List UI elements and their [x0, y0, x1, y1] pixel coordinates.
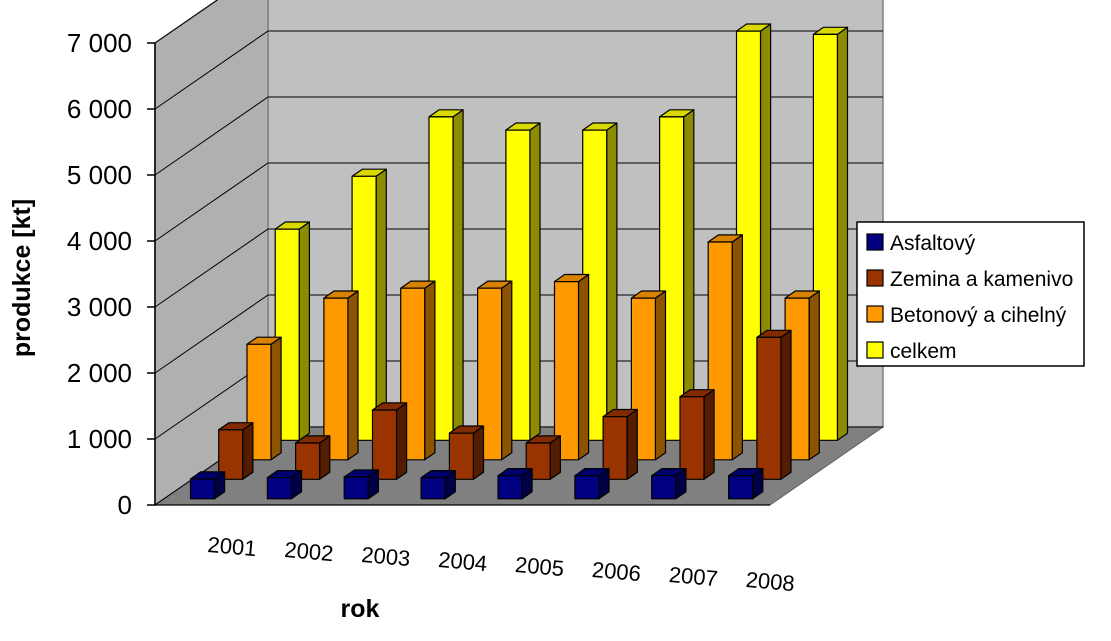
bar: [602, 408, 638, 480]
x-tick-label: 2005: [514, 552, 565, 581]
bar: [189, 471, 226, 500]
bar-front: [343, 476, 369, 500]
legend-label: Asfaltový: [890, 232, 976, 255]
y-tick-label: 1 000: [67, 424, 132, 454]
x-axis-title: rok: [341, 595, 380, 623]
bar: [727, 468, 764, 500]
bar-side: [606, 122, 618, 441]
bar: [651, 468, 687, 500]
bar-front: [679, 396, 705, 480]
bar: [420, 470, 456, 500]
x-tick-label: 2006: [591, 557, 642, 586]
gridline: [154, 30, 883, 110]
gridline: [154, 96, 883, 176]
bar-side: [270, 336, 282, 461]
x-tick-label: 2007: [668, 562, 719, 591]
bar-side: [808, 290, 820, 461]
bar-front: [651, 475, 677, 500]
bar-side: [529, 122, 541, 441]
bar: [497, 468, 533, 500]
legend: Asfaltový Zemina a kamenivo Betonový a cih…: [856, 221, 1085, 367]
bar-front: [266, 477, 292, 500]
bar: [323, 290, 359, 461]
legend-swatch: [866, 269, 884, 287]
legend-swatch: [866, 305, 884, 323]
bar-front: [189, 478, 216, 500]
x-tick-label: 2004: [437, 547, 488, 576]
bar-front: [218, 429, 244, 480]
x-tick-label: 2003: [360, 542, 411, 571]
y-axis-title: produkce [kt]: [8, 199, 36, 357]
bar-front: [727, 475, 754, 500]
bar-front: [448, 432, 474, 480]
y-tick-label: 6 000: [67, 94, 132, 124]
bar-side: [347, 290, 359, 461]
bar-front: [497, 475, 523, 500]
legend-label: Zemina a kamenivo: [890, 268, 1073, 291]
bar-side: [654, 290, 667, 461]
y-tick-label: 4 000: [67, 226, 132, 256]
y-tick-label: 7 000: [67, 28, 132, 58]
bar-front: [756, 336, 782, 480]
bar: [553, 273, 590, 461]
bar-side: [395, 402, 408, 480]
bar-front: [323, 297, 349, 461]
bar-side: [836, 26, 849, 441]
x-axis-ticks: 2001 2002 2003 2004 2005 2006 2007 2008: [155, 504, 796, 596]
bar: [266, 470, 303, 500]
bar-front: [602, 416, 628, 480]
bar: [525, 435, 562, 480]
bar-side: [780, 329, 792, 480]
bars: [189, 23, 849, 500]
bar-front: [477, 287, 503, 461]
gridline: [154, 0, 219, 44]
bar: [448, 425, 485, 480]
bar: [295, 435, 331, 480]
bar-front: [420, 477, 446, 500]
bar: [574, 468, 610, 500]
bar: [343, 469, 379, 500]
bar-side: [501, 280, 513, 461]
bar-side: [375, 168, 387, 441]
y-tick-label: 3 000: [67, 292, 132, 322]
bar-side: [703, 389, 715, 480]
y-tick-label: 2 000: [67, 358, 132, 388]
bar-front: [371, 409, 398, 480]
bar-front: [574, 475, 600, 500]
y-axis-ticks: 0 1 000 2 000 3 000 4 000 5 000 6 000 7 000: [67, 28, 156, 520]
x-tick-label: 2008: [745, 567, 796, 596]
bar: [630, 290, 667, 461]
legend-box: [856, 221, 1085, 367]
bar: [679, 389, 715, 480]
bar: [756, 329, 792, 480]
y-tick-label: 0: [118, 490, 132, 520]
x-tick-label: 2002: [283, 537, 334, 566]
bar: [371, 402, 408, 480]
bar-side: [472, 425, 485, 480]
legend-label: Betonový a cihelný: [890, 304, 1067, 327]
legend-items: Asfaltový Zemina a kamenivo Betonový a cih…: [866, 232, 1073, 363]
bar-side: [298, 221, 310, 441]
bar-side: [731, 234, 744, 461]
x-tick-label: 2001: [207, 532, 258, 561]
bar: [582, 122, 618, 441]
bar-side: [577, 273, 590, 461]
bar-side: [626, 408, 638, 480]
y-tick-label: 5 000: [67, 160, 132, 190]
bar-side: [424, 280, 436, 461]
legend-swatch: [866, 233, 884, 251]
legend-label: celkem: [890, 340, 957, 363]
legend-swatch: [866, 341, 884, 359]
bar-side: [242, 422, 254, 480]
bar: [477, 280, 513, 461]
bar-side: [452, 109, 464, 441]
bar: [218, 422, 254, 480]
bar-front: [553, 281, 580, 461]
